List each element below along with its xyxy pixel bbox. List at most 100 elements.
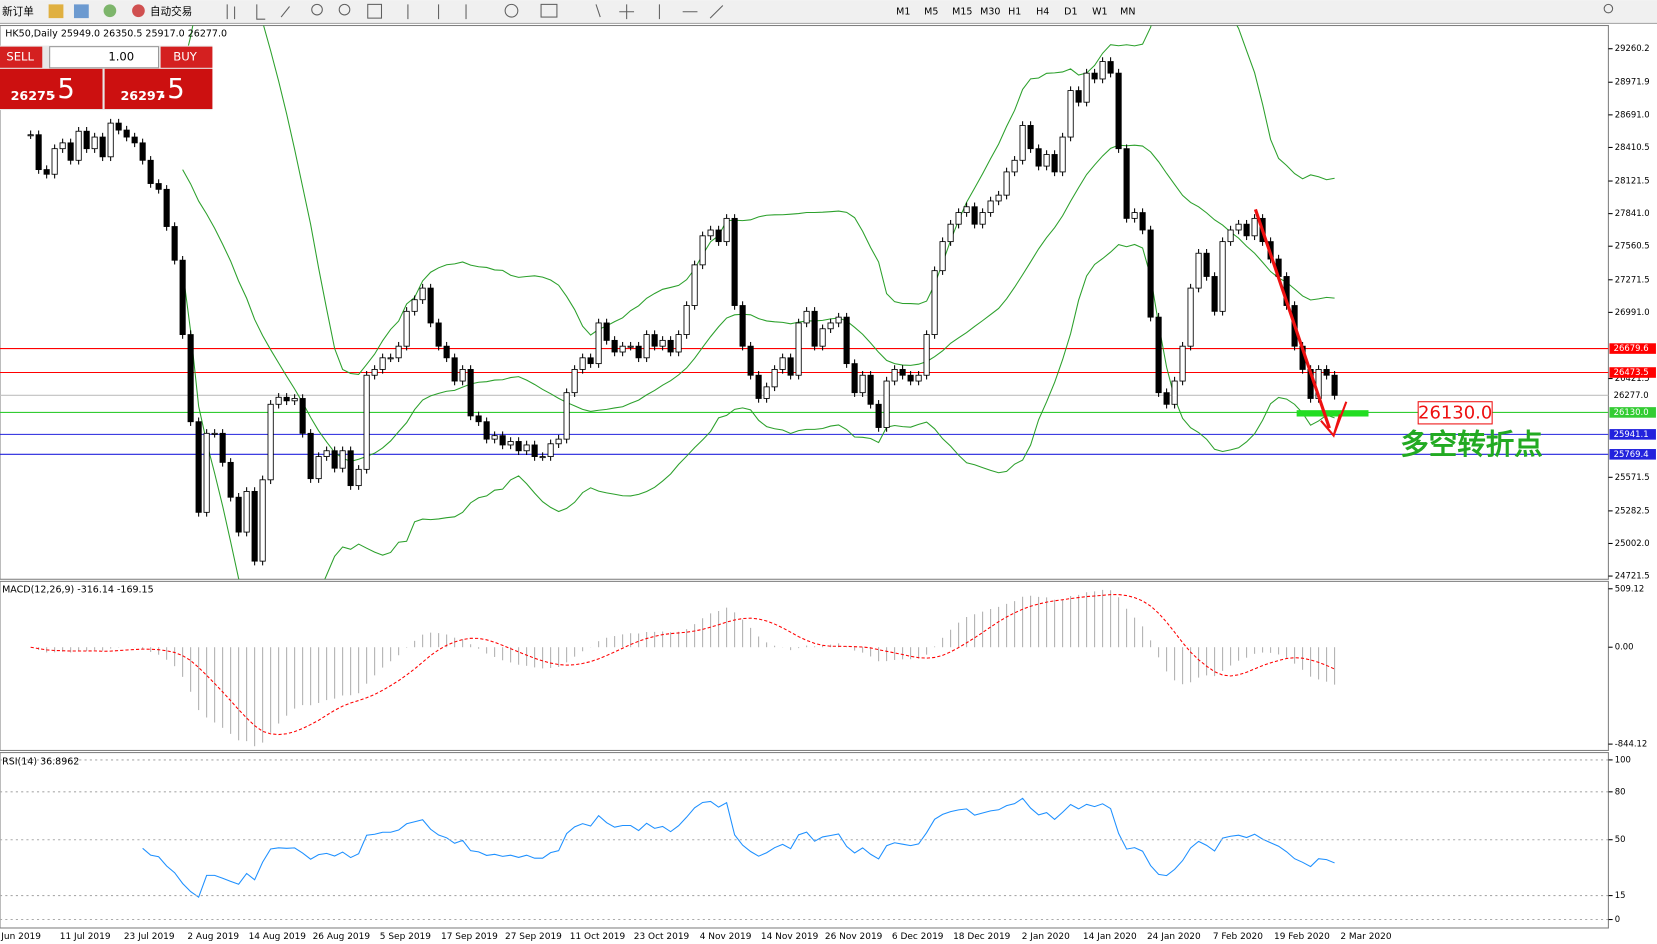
period-button[interactable]: W1: [1092, 6, 1107, 17]
buy-price-button[interactable]: [104, 68, 213, 110]
candle-body: [827, 322, 834, 330]
candle-body: [51, 148, 58, 175]
one-click-panel: SELL 1.00 BUY 26275 .5 26297 .5: [0, 45, 213, 111]
icon[interactable]: [132, 4, 145, 18]
icon[interactable]: [338, 3, 351, 16]
period-button[interactable]: M1: [896, 6, 910, 17]
candle-body: [523, 444, 530, 452]
candle-body: [27, 134, 34, 137]
icon[interactable]: [311, 3, 323, 16]
candle-body: [707, 229, 714, 237]
search-icon[interactable]: [1603, 3, 1614, 14]
period-button[interactable]: D1: [1064, 6, 1077, 17]
candle-body: [371, 369, 378, 376]
period-button[interactable]: MN: [1120, 6, 1135, 17]
price-line-tag: [1609, 449, 1656, 460]
candle-body: [1179, 345, 1186, 382]
candle-body: [227, 461, 234, 498]
candle-body: [675, 334, 682, 353]
y-tick-label: 50: [1615, 834, 1626, 844]
candle-body: [387, 357, 394, 360]
candle-body: [723, 217, 730, 243]
candle-body: [467, 369, 474, 417]
icon[interactable]: [226, 4, 290, 20]
candle-body: [1051, 154, 1058, 173]
chart-title: HK50,Daily 25949.0 26350.5 25917.0 26277…: [5, 28, 227, 39]
candle-body: [99, 136, 106, 158]
candle-body: [571, 369, 578, 394]
price-line-tag: [1609, 390, 1656, 401]
candle-body: [155, 183, 162, 190]
candle-body: [779, 357, 786, 370]
period-button[interactable]: M5: [924, 6, 938, 17]
candle-body: [291, 398, 298, 402]
icon[interactable]: [407, 4, 724, 20]
bid-frac[interactable]: .5: [49, 74, 75, 105]
y-tick-label: 28410.5: [1615, 142, 1650, 152]
icon[interactable]: [73, 4, 89, 19]
candle-body: [219, 432, 226, 463]
candle-body: [211, 432, 218, 435]
icon[interactable]: [48, 4, 64, 19]
candle-body: [1163, 392, 1170, 405]
candle-body: [323, 450, 330, 457]
sell-label[interactable]: SELL: [6, 50, 34, 64]
candle-body: [699, 235, 706, 266]
x-tick-label: 26 Nov 2019: [825, 932, 883, 942]
rsi-label: RSI(14) 36.8962: [2, 757, 79, 768]
candle-body: [459, 369, 466, 382]
icon[interactable]: [504, 3, 519, 18]
candle-body: [891, 369, 898, 382]
candle-body: [595, 322, 602, 365]
lots-value[interactable]: 1.00: [108, 50, 134, 64]
period-button[interactable]: H4: [1036, 6, 1049, 17]
icon[interactable]: [540, 3, 558, 18]
ask-main[interactable]: 26297: [120, 88, 164, 103]
period-button[interactable]: M30: [980, 6, 1000, 17]
candle-body: [867, 374, 874, 405]
period-button[interactable]: M15: [952, 6, 972, 17]
icon[interactable]: [367, 3, 383, 19]
candle-body: [899, 369, 906, 376]
bollinger-band: [182, 144, 1335, 462]
y-tick-label: 100: [1615, 754, 1631, 764]
x-tick-label: 17 Sep 2019: [441, 932, 498, 942]
candle-body: [107, 122, 114, 158]
x-tick-label: 14 Aug 2019: [249, 932, 307, 942]
candle-body: [267, 403, 274, 481]
candle-body: [555, 438, 562, 445]
candle-body: [451, 357, 458, 382]
x-tick-label: 2 Jan 2020: [1022, 932, 1070, 942]
period-button[interactable]: H1: [1008, 6, 1021, 17]
x-tick-label: 23 Jul 2019: [124, 932, 175, 942]
candle-body: [187, 334, 194, 423]
candle-body: [851, 363, 858, 394]
sell-price-button[interactable]: [0, 68, 103, 110]
buy-button[interactable]: [160, 46, 213, 68]
candle-body: [1227, 229, 1234, 243]
ask-frac[interactable]: .5: [159, 74, 185, 105]
x-tick-label: 11 Oct 2019: [570, 932, 626, 942]
candle-body: [1251, 217, 1258, 237]
lots-input[interactable]: [49, 46, 160, 69]
candle-body: [691, 264, 698, 306]
new-order-button[interactable]: 新订单: [2, 5, 34, 18]
x-tick-label: 7 Feb 2020: [1213, 932, 1263, 942]
price-panel: [0, 24, 1609, 580]
bid-main[interactable]: 26275: [11, 88, 55, 103]
candle-body: [1243, 223, 1250, 237]
icon[interactable]: [103, 4, 117, 18]
candle-body: [91, 136, 98, 150]
x-tick-label: 11 Jul 2019: [60, 932, 111, 942]
buy-label[interactable]: BUY: [173, 50, 197, 64]
annotation-box: [1417, 401, 1493, 425]
candle-body: [747, 345, 754, 376]
auto-trading-button[interactable]: 自动交易: [150, 5, 192, 18]
candle-body: [67, 142, 74, 161]
sell-button[interactable]: [0, 46, 43, 68]
y-tick-label: 25282.5: [1615, 505, 1650, 515]
y-tick-label: 28121.5: [1615, 176, 1650, 186]
price-line-label: 26679.6: [1614, 343, 1649, 353]
y-tick-label: -844.12: [1615, 739, 1648, 749]
candle-body: [995, 194, 1002, 202]
